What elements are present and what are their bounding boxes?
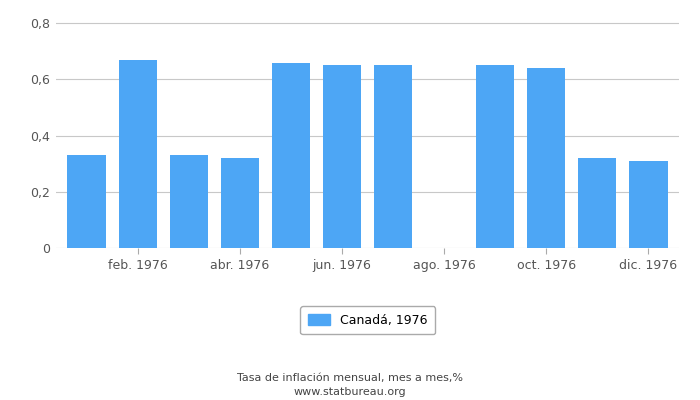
Bar [323, 65, 361, 248]
Bar [578, 158, 617, 248]
Bar [527, 68, 566, 248]
Bar [476, 65, 514, 248]
Bar [374, 65, 412, 248]
Legend: Canadá, 1976: Canadá, 1976 [300, 306, 435, 334]
Bar [169, 155, 208, 248]
Bar [272, 62, 310, 248]
Text: Tasa de inflación mensual, mes a mes,%: Tasa de inflación mensual, mes a mes,% [237, 373, 463, 383]
Bar [118, 60, 157, 248]
Bar [629, 161, 668, 248]
Text: www.statbureau.org: www.statbureau.org [294, 387, 406, 397]
Bar [67, 155, 106, 248]
Bar [220, 158, 259, 248]
